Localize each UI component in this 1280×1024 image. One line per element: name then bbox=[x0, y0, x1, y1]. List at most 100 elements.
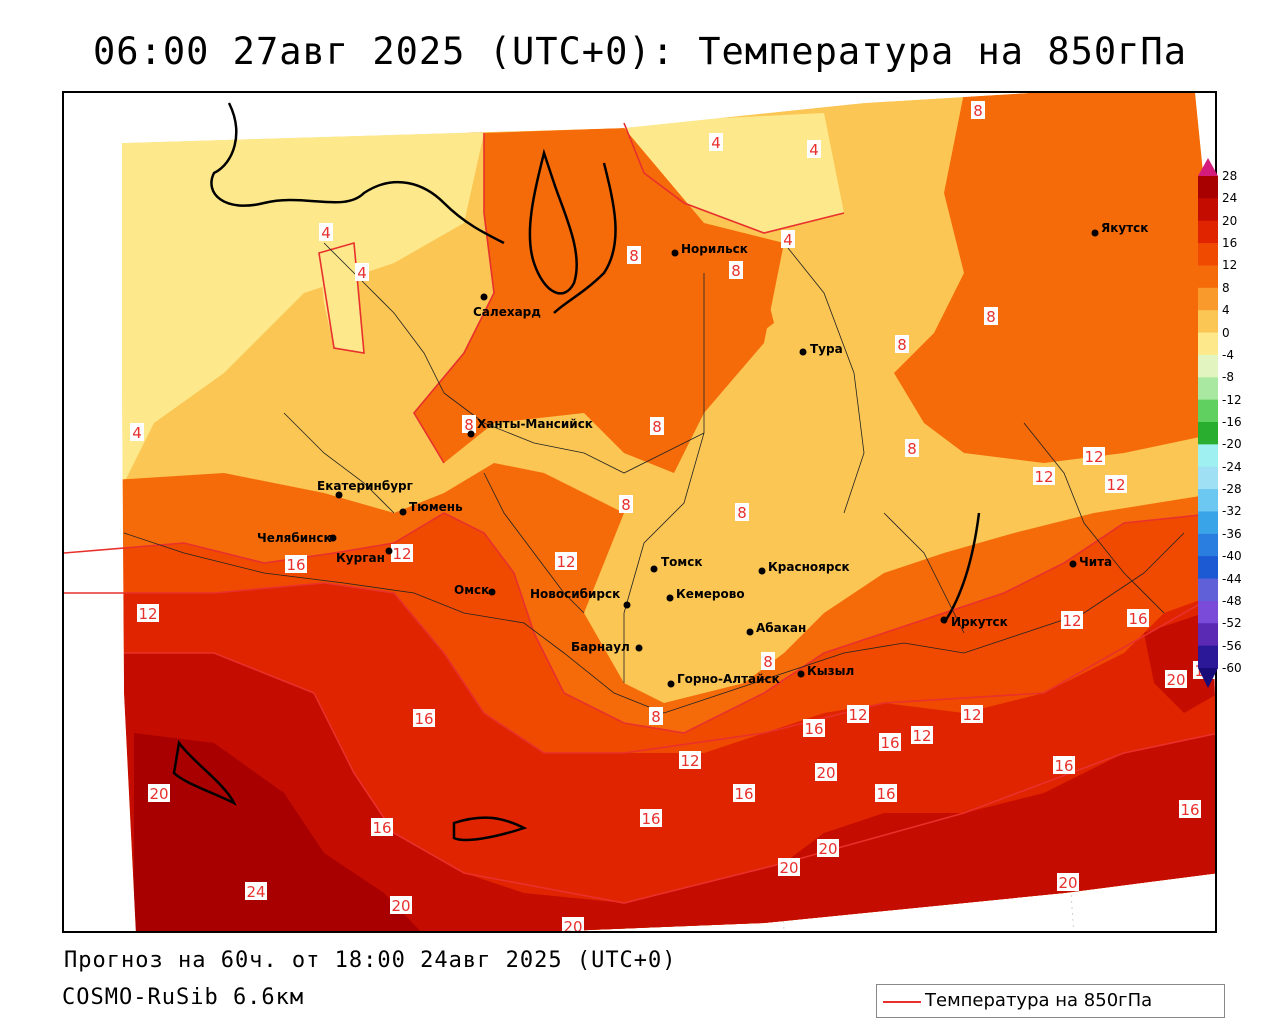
colorbar-labels: 28 24 20 16 12 8 4 0 -4 -8 -12 -16 -20 -24 -28 -32 -36 -4… bbox=[1222, 158, 1272, 688]
isotherm-label: 16 bbox=[1180, 801, 1199, 819]
isotherm-label: 8 bbox=[464, 416, 474, 434]
colorbar-segment bbox=[1198, 287, 1218, 311]
colorbar-segment bbox=[1198, 422, 1218, 445]
city-label-tomsk: Томск bbox=[661, 555, 703, 569]
zone-0-4 bbox=[624, 113, 844, 233]
zone-8-12 bbox=[694, 273, 774, 353]
colorbar-tick-label: -16 bbox=[1222, 415, 1242, 429]
colorbar-tick-label: -28 bbox=[1222, 482, 1242, 497]
isotherm-label: 20 bbox=[149, 785, 168, 803]
isotherm-lines bbox=[64, 122, 1215, 904]
colorbar-arrow-top bbox=[1198, 158, 1218, 176]
zone-8-12 bbox=[894, 93, 1215, 463]
colorbar-segment bbox=[1198, 623, 1218, 647]
isotherm-label: 16 bbox=[372, 819, 391, 837]
city-dot bbox=[667, 680, 675, 688]
isotherm-label: 12 bbox=[912, 727, 931, 745]
zone-0-4 bbox=[122, 133, 484, 493]
city-dot bbox=[635, 644, 643, 652]
isotherm-label: 12 bbox=[556, 553, 575, 571]
city-label-novosibirsk: Новосибирск bbox=[530, 587, 620, 601]
legend-line-swatch bbox=[883, 1001, 921, 1003]
colorbar-tick-label: -48 bbox=[1222, 593, 1242, 608]
colorbar-tick-label: -56 bbox=[1222, 638, 1242, 653]
isotherm-label: 8 bbox=[973, 102, 983, 120]
city-dot bbox=[335, 491, 343, 499]
colorbar-tick-label: -60 bbox=[1222, 661, 1242, 675]
legend-box: Температура на 850гПа bbox=[876, 984, 1225, 1018]
isotherm-label: 20 bbox=[816, 764, 835, 782]
isotherm-label: 16 bbox=[804, 720, 823, 738]
map-panel: 4 4 4 4 4 4 8 8 8 8 8 8 8 8 8 8 8 8 12 1… bbox=[62, 91, 1217, 933]
region-borders bbox=[123, 242, 1185, 714]
city-dot bbox=[1069, 560, 1077, 568]
coastlines bbox=[172, 102, 981, 842]
isotherm-label: 20 bbox=[779, 859, 798, 877]
zone-20-24 bbox=[124, 653, 1215, 931]
city-label-kyzyl: Кызыл bbox=[807, 664, 854, 678]
isotherm-label: 16 bbox=[880, 734, 899, 752]
isotherm-label: 4 bbox=[132, 424, 142, 442]
isotherm-label: 8 bbox=[897, 336, 907, 354]
colorbar-tick-label: -24 bbox=[1222, 459, 1242, 474]
colorbar-tick-label: 0 bbox=[1222, 325, 1230, 340]
colorbar-tick-label: -12 bbox=[1222, 392, 1242, 407]
colorbar bbox=[1198, 158, 1218, 688]
colorbar-tick-label: -36 bbox=[1222, 526, 1242, 541]
isotherm-label: 20 bbox=[818, 840, 837, 858]
isotherm-label: 4 bbox=[357, 264, 367, 282]
isotherm-label: 8 bbox=[763, 653, 773, 671]
colorbar-segment bbox=[1198, 377, 1218, 401]
colorbar-segment bbox=[1198, 556, 1218, 580]
colorbar-segment bbox=[1198, 265, 1218, 289]
colorbar-tick-label: -52 bbox=[1222, 616, 1242, 631]
isotherm-label: 8 bbox=[651, 708, 661, 726]
zone-24-28 bbox=[134, 733, 424, 931]
model-name: COSMO-RuSib 6.6км bbox=[62, 985, 305, 1010]
city-dot bbox=[385, 547, 393, 555]
city-markers: Норильск Якутск Салехард Тура Ханты-Манс… bbox=[257, 221, 1148, 688]
isotherm-label: 12 bbox=[1106, 476, 1125, 494]
city-label-kurgan: Курган bbox=[336, 551, 385, 565]
isotherm-label: 24 bbox=[246, 883, 265, 901]
isotherm-labels: 4 4 4 4 4 4 8 8 8 8 8 8 8 8 8 8 8 8 12 1… bbox=[130, 101, 1215, 931]
isotherm-label: 8 bbox=[737, 504, 747, 522]
colorbar-segment bbox=[1198, 466, 1218, 490]
colorbar-segment bbox=[1198, 444, 1218, 468]
isotherm-label: 20 bbox=[1166, 671, 1185, 689]
colorbar-segment bbox=[1198, 220, 1218, 244]
city-dot bbox=[666, 594, 674, 602]
city-label-khanty-mansiysk: Ханты-Мансийск bbox=[477, 417, 593, 431]
isotherm-label: 16 bbox=[414, 710, 433, 728]
colorbar-tick-label: -4 bbox=[1222, 347, 1234, 362]
zone-8-12 bbox=[414, 128, 784, 473]
colorbar-segment bbox=[1198, 578, 1218, 602]
isotherm-label: 8 bbox=[629, 247, 639, 265]
isotherm-label: 8 bbox=[652, 418, 662, 436]
colorbar-tick-label: 28 bbox=[1222, 169, 1238, 183]
colorbar-segment bbox=[1198, 243, 1218, 266]
city-dot bbox=[940, 616, 948, 624]
colorbar-tick-label: 16 bbox=[1222, 236, 1238, 251]
city-label-norilsk: Норильск bbox=[681, 242, 748, 256]
city-label-gorno-altaysk: Горно-Алтайск bbox=[677, 672, 780, 686]
isotherm-label: 4 bbox=[321, 224, 331, 242]
colorbar-tick-label: -8 bbox=[1222, 370, 1234, 385]
isotherm-label: 16 bbox=[876, 785, 895, 803]
city-label-chita: Чита bbox=[1079, 555, 1112, 569]
city-label-omsk: Омск bbox=[454, 583, 489, 597]
colorbar-segment bbox=[1198, 198, 1218, 222]
city-dot bbox=[488, 588, 496, 596]
isotherm-label: 12 bbox=[392, 545, 411, 563]
city-dot bbox=[329, 534, 337, 542]
city-dot bbox=[671, 249, 679, 257]
city-label-barnaul: Барнаул bbox=[571, 640, 630, 654]
map-title: 06:00 27авг 2025 (UTC+0): Температура на… bbox=[93, 30, 1187, 73]
city-label-abakan: Абакан bbox=[756, 621, 806, 635]
city-label-yekaterinburg: Екатеринбург bbox=[317, 479, 413, 493]
colorbar-tick-label: -20 bbox=[1222, 437, 1242, 452]
city-label-tura: Тура bbox=[810, 342, 843, 356]
colorbar-segment bbox=[1198, 489, 1218, 512]
city-dot bbox=[799, 348, 807, 356]
city-dot bbox=[650, 565, 658, 573]
